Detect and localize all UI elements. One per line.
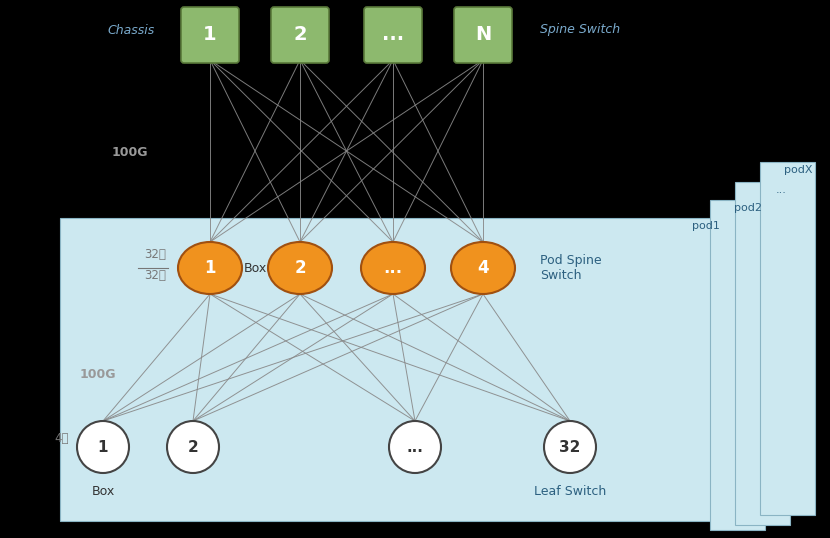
Ellipse shape: [451, 242, 515, 294]
Ellipse shape: [268, 242, 332, 294]
Text: pod1: pod1: [692, 221, 720, 231]
Circle shape: [167, 421, 219, 473]
FancyBboxPatch shape: [454, 7, 512, 63]
Text: 32上: 32上: [144, 248, 166, 261]
FancyBboxPatch shape: [760, 162, 815, 515]
Text: 4: 4: [477, 259, 489, 277]
Text: ...: ...: [382, 25, 404, 45]
Text: 100G: 100G: [112, 145, 149, 159]
Text: N: N: [475, 25, 491, 45]
Text: 1: 1: [98, 440, 108, 455]
FancyBboxPatch shape: [271, 7, 329, 63]
Text: 100G: 100G: [80, 369, 116, 381]
Text: 4上: 4上: [55, 433, 69, 445]
Text: 2: 2: [188, 440, 198, 455]
FancyBboxPatch shape: [60, 218, 755, 521]
Text: Spine Switch: Spine Switch: [540, 24, 620, 37]
Text: Pod Spine
Switch: Pod Spine Switch: [540, 254, 602, 282]
Text: ...: ...: [383, 259, 403, 277]
Text: 32下: 32下: [144, 269, 166, 282]
Text: 1: 1: [204, 259, 216, 277]
FancyBboxPatch shape: [735, 182, 790, 525]
Text: pod2: pod2: [734, 203, 762, 213]
Circle shape: [389, 421, 441, 473]
Text: ...: ...: [407, 440, 423, 455]
Circle shape: [544, 421, 596, 473]
Text: 32: 32: [559, 440, 581, 455]
FancyBboxPatch shape: [710, 200, 765, 530]
Text: podX: podX: [784, 165, 812, 175]
FancyBboxPatch shape: [364, 7, 422, 63]
FancyBboxPatch shape: [181, 7, 239, 63]
Circle shape: [77, 421, 129, 473]
Text: Box: Box: [243, 261, 266, 274]
Ellipse shape: [178, 242, 242, 294]
Text: 2: 2: [294, 259, 305, 277]
Text: 2: 2: [293, 25, 307, 45]
Text: 1: 1: [203, 25, 217, 45]
Text: Leaf Switch: Leaf Switch: [534, 485, 606, 498]
Text: Chassis: Chassis: [108, 24, 155, 37]
Text: ...: ...: [776, 185, 787, 195]
Ellipse shape: [361, 242, 425, 294]
Text: Box: Box: [91, 485, 115, 498]
